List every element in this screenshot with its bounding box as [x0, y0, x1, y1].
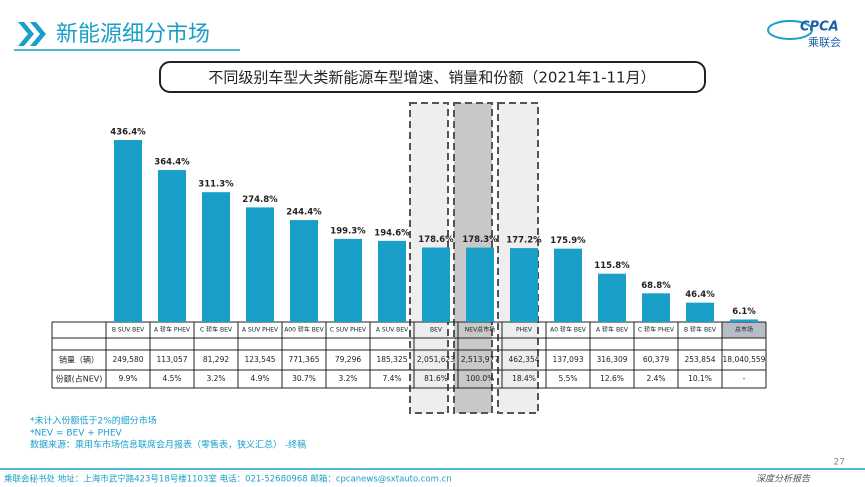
table-cell: 3.2%	[338, 374, 357, 383]
value-label: 274.8%	[242, 195, 278, 205]
bar	[510, 248, 538, 322]
value-label: 178.6%	[418, 235, 454, 245]
value-label: 115.8%	[594, 261, 630, 271]
table-cell: 253,854	[684, 355, 715, 364]
x-tick-label: 总市场	[735, 326, 753, 334]
page-number: 27	[834, 458, 845, 468]
x-tick-label: BEV	[430, 327, 443, 334]
value-label: 199.3%	[330, 226, 366, 236]
x-tick-label: B SUV BEV	[112, 327, 145, 334]
table-cell: 10.1%	[688, 374, 712, 383]
table-cell: 249,580	[112, 355, 143, 364]
table-cell: 2.4%	[646, 374, 665, 383]
x-tick-label: A 轿车 BEV	[596, 326, 629, 334]
table-cell: 4.5%	[162, 374, 181, 383]
x-tick-label: C SUV PHEV	[330, 327, 367, 334]
value-label: 46.4%	[685, 290, 715, 300]
table-cell: 9.9%	[118, 374, 137, 383]
bar	[642, 293, 670, 322]
table-cell: 5.5%	[558, 374, 577, 383]
table-cell: 316,309	[596, 355, 627, 364]
bar	[730, 319, 758, 322]
table-cell: 3.2%	[206, 374, 225, 383]
x-tick-label: C 轿车 PHEV	[638, 326, 675, 334]
chevron-icon	[18, 22, 46, 46]
plot: 销量（辆） 份额(占NEV) 436.4% B SUV BEV 249,580 9.9% 3…	[51, 128, 767, 389]
row-label: 销量（辆）	[59, 355, 99, 365]
value-label: 175.9%	[550, 236, 586, 246]
page-title: 新能源细分市场	[56, 22, 210, 47]
value-label: 244.4%	[286, 208, 322, 218]
table-cell: 12.6%	[600, 374, 624, 383]
bar	[686, 302, 714, 322]
table-cell: 771,365	[288, 355, 319, 364]
table-cell: 137,093	[552, 355, 583, 364]
x-tick-label: A00 轿车 BEV	[284, 326, 324, 334]
value-label: 178.3%	[462, 235, 498, 245]
bar	[334, 238, 362, 322]
table-cell: 79,296	[335, 355, 361, 364]
note: *未计入份额低于2%的细分市场	[30, 415, 157, 427]
row-label: 份额(占NEV)	[56, 374, 103, 384]
logo-text: CPCA	[800, 20, 839, 35]
x-tick-label: NEV总市场	[465, 326, 495, 334]
table-cell: 113,057	[156, 355, 187, 364]
table-cell: 2,513,977	[461, 355, 499, 364]
table-cell: 4.9%	[250, 374, 269, 383]
bar	[422, 247, 450, 322]
x-tick-label: B 轿车 BEV	[684, 326, 717, 334]
table-cell: 18.4%	[512, 374, 536, 383]
chart-title: 不同级别车型大类新能源车型增速、销量和份额（2021年1-11月）	[208, 69, 655, 87]
table-cell: -	[743, 374, 746, 383]
value-label: 436.4%	[110, 128, 146, 138]
bar	[158, 170, 186, 322]
x-tick-label: PHEV	[516, 327, 533, 334]
table-cell: 18,040,559	[723, 355, 766, 364]
table-cell: 81.6%	[424, 374, 448, 383]
note: *NEV = BEV + PHEV	[30, 429, 123, 439]
table-cell: 7.4%	[382, 374, 401, 383]
bar	[246, 207, 274, 322]
bar	[378, 240, 406, 322]
bar	[554, 248, 582, 322]
value-label: 177.2%	[506, 236, 542, 246]
value-label: 311.3%	[198, 180, 234, 190]
bar	[114, 140, 142, 322]
footer-tag: 深度分析报告	[756, 474, 811, 485]
value-label: 68.8%	[641, 281, 671, 291]
x-tick-label: C 轿车 BEV	[200, 326, 233, 334]
bar	[290, 220, 318, 322]
table-cell: 81,292	[203, 355, 229, 364]
table-cell: 2,051,623	[417, 355, 455, 364]
bar	[202, 192, 230, 322]
value-label: 6.1%	[732, 307, 756, 317]
value-label: 194.6%	[374, 228, 410, 238]
bar	[466, 247, 494, 322]
x-tick-label: A SUV BEV	[376, 327, 409, 334]
table-header-bg	[722, 322, 766, 338]
table-cell: 185,325	[376, 355, 407, 364]
table-cell: 100.0%	[466, 374, 495, 383]
logo-ring	[767, 20, 813, 40]
logo-cn: 乘联会	[808, 36, 841, 49]
table-cell: 462,354	[508, 355, 539, 364]
table-cell: 60,379	[643, 355, 669, 364]
table-cell: 30.7%	[292, 374, 316, 383]
x-tick-label: A0 轿车 BEV	[550, 326, 587, 334]
subtitle-box	[159, 61, 706, 93]
note: 数据来源：乘用车市场信息联席会月报表（零售表，狭义汇总） -终稿	[30, 439, 306, 451]
x-tick-label: A SUV PHEV	[242, 327, 279, 334]
value-label: 364.4%	[154, 158, 190, 168]
footer-contact: 乘联会秘书处 地址：上海市武宁路423号18号楼1103室 电话：021-526…	[4, 474, 452, 485]
bar	[598, 273, 626, 322]
table-cell: 123,545	[244, 355, 275, 364]
x-tick-label: A 轿车 PHEV	[154, 326, 191, 334]
